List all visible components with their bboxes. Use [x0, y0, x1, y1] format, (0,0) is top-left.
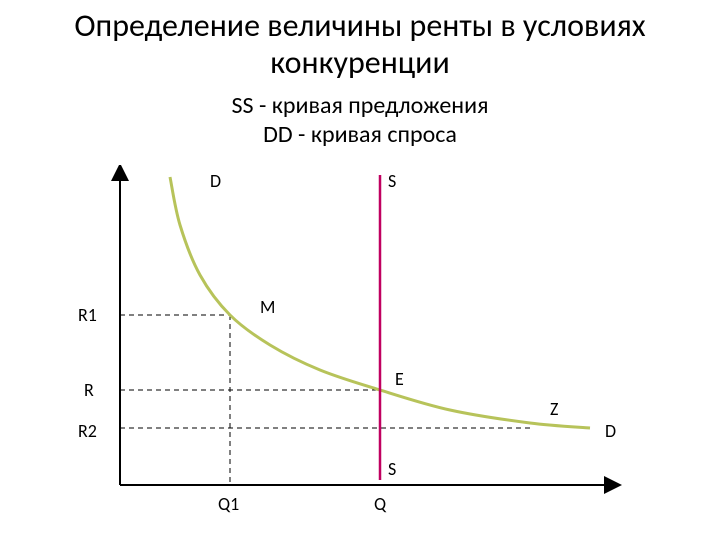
chart-svg: D S R1 R R2 M E Z D S Q1 Q [60, 165, 660, 525]
slide-title: Определение величины ренты в условиях ко… [0, 8, 720, 82]
label-D_right: D [605, 420, 616, 442]
label-E: E [395, 368, 404, 390]
subtitle-line-1: SS - кривая предложения [232, 91, 489, 120]
label-Q1: Q1 [218, 493, 239, 515]
label-M: M [260, 296, 275, 318]
label-Q: Q [374, 493, 387, 515]
label-R2: R2 [78, 420, 97, 442]
label-Z: Z [550, 398, 558, 420]
subtitle-line-2: DD - кривая спроса [263, 120, 457, 149]
label-D_top: D [210, 170, 221, 192]
label-R: R [84, 379, 94, 401]
label-R1: R1 [78, 304, 97, 326]
label-S_bot: S [388, 458, 396, 480]
slide-subtitle: SS - кривая предложения DD - кривая спро… [0, 92, 720, 150]
label-S_top: S [388, 170, 396, 192]
economics-chart: D S R1 R R2 M E Z D S Q1 Q [60, 165, 660, 525]
slide: Определение величины ренты в условиях ко… [0, 0, 720, 540]
